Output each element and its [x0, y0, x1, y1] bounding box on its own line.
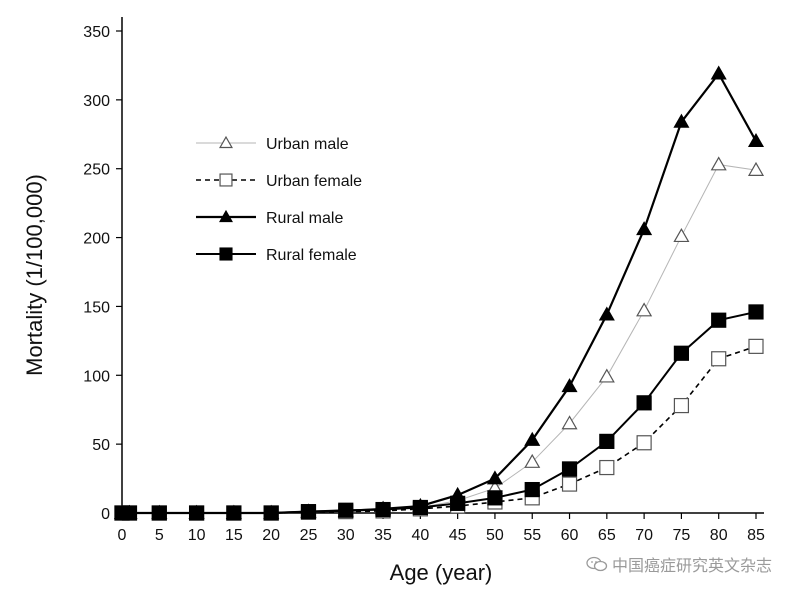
x-tick-label: 15 — [225, 527, 243, 544]
y-tick-label: 0 — [101, 506, 110, 523]
data-point — [338, 502, 354, 518]
data-point — [561, 378, 578, 393]
legend: Urban male Urban female Rural male Rural fe… — [196, 135, 362, 264]
data-point — [486, 470, 503, 485]
x-tick-label: 80 — [710, 527, 728, 544]
data-point — [747, 161, 765, 176]
y-tick-label: 50 — [92, 437, 110, 454]
x-tick-label: 70 — [635, 527, 653, 544]
legend-marker — [219, 135, 233, 149]
series-line — [122, 310, 757, 514]
data-point — [673, 345, 690, 361]
data-point — [747, 132, 765, 148]
x-tick-label: 30 — [337, 527, 355, 544]
data-point — [636, 395, 652, 411]
data-point — [151, 505, 167, 521]
data-point — [636, 221, 653, 236]
data-point — [599, 459, 615, 476]
data-point — [748, 338, 764, 354]
data-point — [598, 368, 615, 383]
watermark: 中国癌症研究英文杂志 — [586, 552, 772, 576]
x-tick-label: 55 — [523, 527, 541, 544]
data-point — [561, 476, 578, 492]
data-point — [599, 433, 615, 449]
legend-marker — [219, 173, 233, 187]
data-point — [636, 435, 652, 451]
data-point — [226, 505, 242, 521]
series-urban-male — [113, 156, 765, 519]
data-point — [487, 490, 503, 506]
x-tick-label: 20 — [262, 527, 280, 544]
legend-label: Rural male — [266, 210, 343, 227]
y-tick-label: 250 — [83, 162, 110, 179]
watermark-text: 中国癌症研究英文杂志 — [611, 556, 772, 575]
y-tick-label: 300 — [83, 93, 110, 110]
x-tick-label: 10 — [188, 527, 206, 544]
wechat-icon — [586, 556, 608, 572]
x-tick-label: 65 — [598, 527, 616, 544]
data-point — [598, 306, 615, 321]
y-tick-label: 350 — [83, 24, 110, 41]
data-point — [375, 501, 391, 518]
series-rural-male — [113, 65, 765, 519]
x-tick-label: 75 — [673, 527, 691, 544]
data-point — [636, 302, 653, 317]
y-axis-ticks: 0 50 100 150 200 250 300 350 — [83, 24, 122, 523]
legend-item: Rural male — [196, 209, 343, 227]
legend-label: Urban female — [266, 173, 362, 190]
x-tick-label: 40 — [411, 527, 429, 544]
y-axis-title: Mortality (1/100,000) — [22, 174, 47, 376]
legend-item: Rural female — [196, 247, 357, 264]
data-point — [121, 505, 138, 521]
series-rural-female — [114, 304, 764, 521]
legend-label: Rural female — [266, 247, 357, 264]
legend-marker — [219, 247, 233, 261]
series-urban-female — [114, 338, 764, 521]
data-point — [673, 227, 690, 243]
data-point — [710, 156, 727, 171]
x-axis-title: Age (year) — [390, 560, 493, 585]
y-tick-label: 100 — [83, 368, 110, 385]
legend-marker — [219, 209, 233, 223]
data-point — [524, 453, 541, 468]
data-point — [524, 481, 540, 498]
data-point — [711, 351, 727, 367]
data-point — [710, 65, 727, 80]
y-tick-label: 200 — [83, 231, 110, 248]
data-point — [188, 505, 205, 521]
legend-item: Urban male — [196, 135, 349, 153]
data-point — [748, 304, 764, 320]
legend-label: Urban male — [266, 136, 349, 153]
x-tick-label: 45 — [449, 527, 467, 544]
x-tick-label: 35 — [374, 527, 392, 544]
series-line — [122, 345, 757, 514]
x-tick-label: 50 — [486, 527, 504, 544]
x-tick-label: 25 — [300, 527, 318, 544]
data-point — [673, 113, 690, 128]
x-tick-label: 60 — [561, 527, 579, 544]
data-point — [673, 397, 690, 414]
data-point — [561, 461, 578, 477]
data-point — [450, 495, 466, 511]
x-tick-label: 5 — [155, 527, 164, 544]
data-point — [524, 431, 541, 446]
data-point — [561, 415, 578, 430]
data-point — [300, 504, 317, 520]
data-point — [711, 312, 727, 328]
legend-item: Urban female — [196, 173, 362, 190]
series-layer — [113, 65, 765, 521]
y-tick-label: 150 — [83, 299, 110, 316]
series-line — [122, 71, 757, 515]
x-axis-ticks: 0 5 10 15 20 25 30 35 40 45 50 55 60 65 70 75 80 85 — [118, 513, 765, 544]
x-tick-label: 85 — [747, 527, 765, 544]
x-tick-label: 0 — [118, 527, 127, 544]
data-point — [412, 499, 428, 516]
data-point — [263, 505, 279, 521]
